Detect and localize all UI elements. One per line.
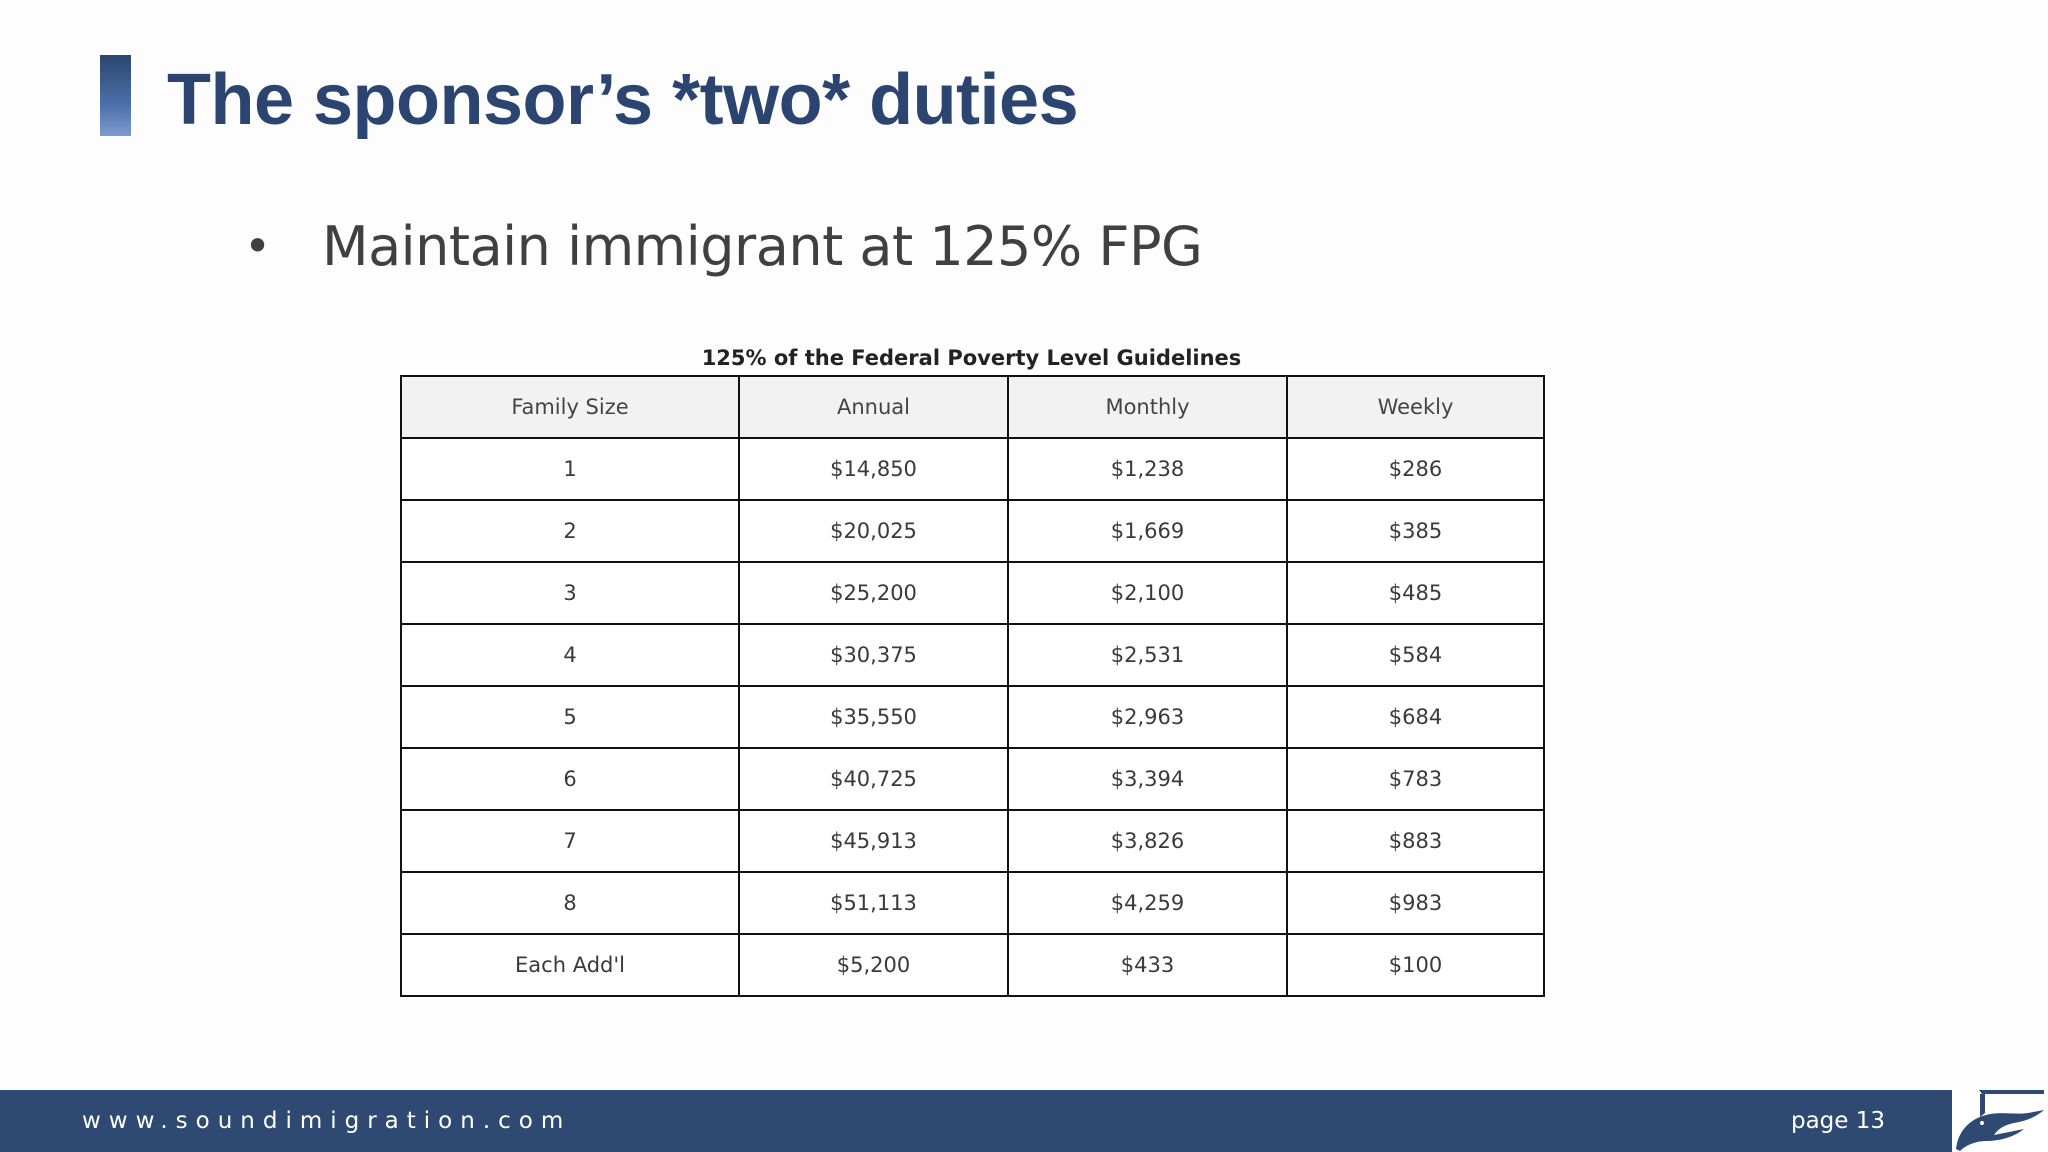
bullet-item: • Maintain immigrant at 125% FPG [240,210,1203,282]
cell-monthly: $2,100 [1007,561,1288,625]
cell-family-size: 4 [400,623,740,687]
table-caption: 125% of the Federal Poverty Level Guidel… [701,346,1242,370]
cell-family-size: 5 [400,685,740,749]
cell-family-size: 3 [400,561,740,625]
cell-annual: $40,725 [738,747,1009,811]
cell-weekly: $684 [1286,685,1545,749]
cell-monthly: $2,963 [1007,685,1288,749]
bullet-marker: • [244,219,272,273]
cell-weekly: $286 [1286,437,1545,501]
slide-title: The sponsor’s *two* duties [167,60,1079,140]
page-number: page 13 [1790,1108,1885,1134]
cell-weekly: $783 [1286,747,1545,811]
cell-family-size: 8 [400,871,740,935]
cell-monthly: $2,531 [1007,623,1288,687]
table-row: 6 $40,725 $3,394 $783 [400,747,1545,811]
table-row: 5 $35,550 $2,963 $684 [400,685,1545,749]
cell-monthly: $433 [1007,933,1288,997]
cell-annual: $14,850 [738,437,1009,501]
bullet-text: Maintain immigrant at 125% FPG [322,214,1203,278]
cell-monthly: $3,394 [1007,747,1288,811]
cell-annual: $30,375 [738,623,1009,687]
table-row: 4 $30,375 $2,531 $584 [400,623,1545,687]
cell-family-size: Each Add'l [400,933,740,997]
bird-logo-icon [1952,1090,2048,1152]
cell-monthly: $4,259 [1007,871,1288,935]
cell-weekly: $883 [1286,809,1545,873]
column-header-weekly: Weekly [1286,375,1545,439]
table-row: 7 $45,913 $3,826 $883 [400,809,1545,873]
cell-weekly: $385 [1286,499,1545,563]
cell-family-size: 1 [400,437,740,501]
cell-annual: $5,200 [738,933,1009,997]
table-row: 3 $25,200 $2,100 $485 [400,561,1545,625]
cell-annual: $35,550 [738,685,1009,749]
cell-monthly: $1,238 [1007,437,1288,501]
cell-monthly: $1,669 [1007,499,1288,563]
cell-family-size: 6 [400,747,740,811]
cell-monthly: $3,826 [1007,809,1288,873]
cell-annual: $45,913 [738,809,1009,873]
column-header-annual: Annual [738,375,1009,439]
footer-website: www.soundimigration.com [82,1108,572,1134]
cell-weekly: $100 [1286,933,1545,997]
cell-weekly: $983 [1286,871,1545,935]
poverty-guidelines-table: Family Size Annual Monthly Weekly 1 $14,… [400,375,1545,997]
title-accent-bar [100,55,131,136]
footer-bar: www.soundimigration.com page 13 [0,1090,2048,1152]
cell-weekly: $485 [1286,561,1545,625]
cell-family-size: 2 [400,499,740,563]
cell-annual: $20,025 [738,499,1009,563]
cell-weekly: $584 [1286,623,1545,687]
table-row: 2 $20,025 $1,669 $385 [400,499,1545,563]
cell-annual: $25,200 [738,561,1009,625]
table-row: 8 $51,113 $4,259 $983 [400,871,1545,935]
table-header-row: Family Size Annual Monthly Weekly [400,375,1545,439]
column-header-family-size: Family Size [400,375,740,439]
column-header-monthly: Monthly [1007,375,1288,439]
cell-family-size: 7 [400,809,740,873]
table-row: Each Add'l $5,200 $433 $100 [400,933,1545,997]
table-row: 1 $14,850 $1,238 $286 [400,437,1545,501]
cell-annual: $51,113 [738,871,1009,935]
